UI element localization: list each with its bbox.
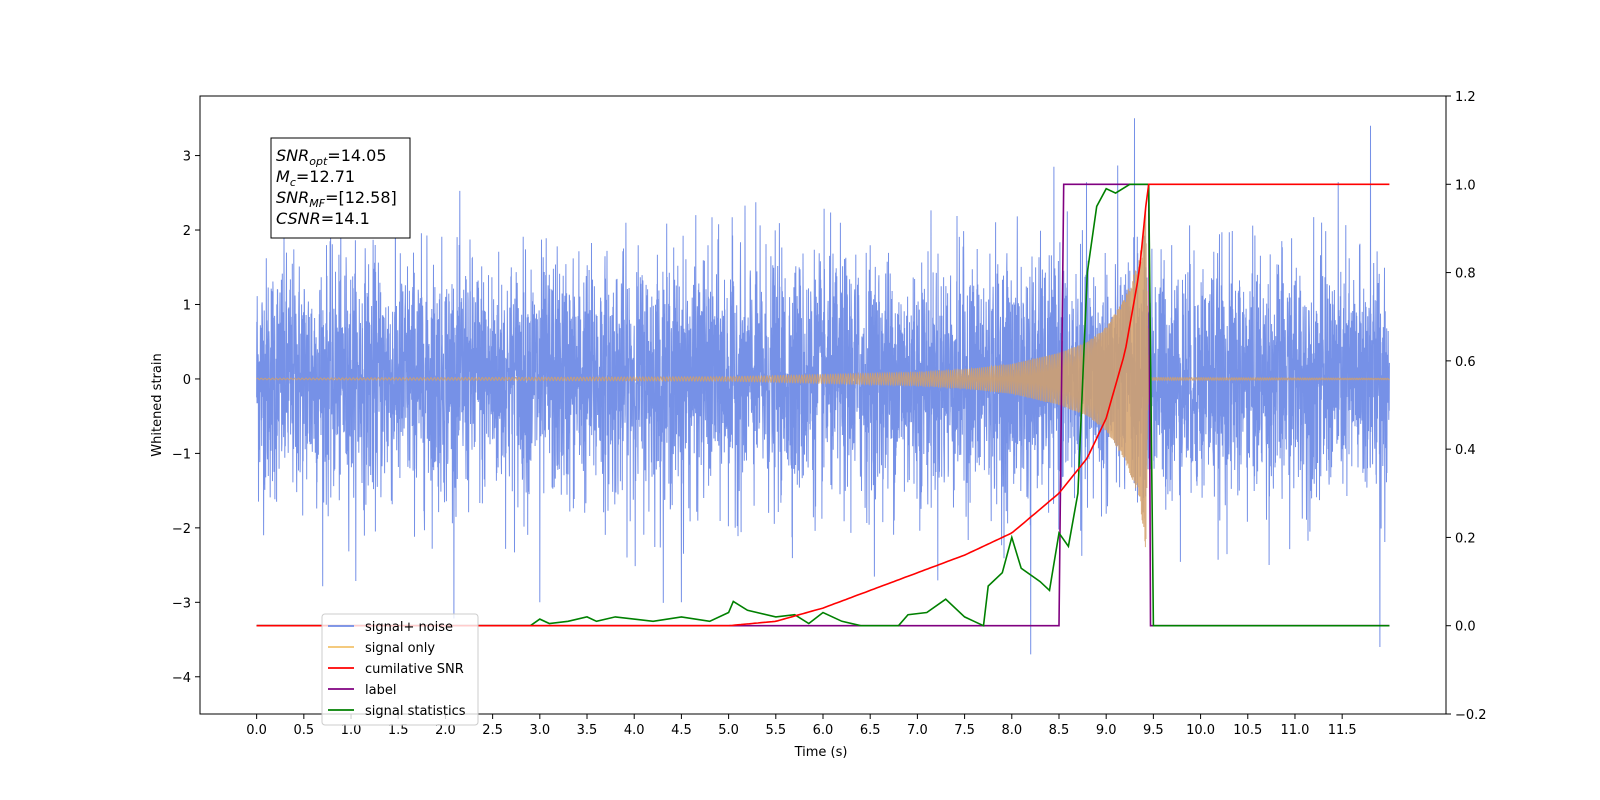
snr-annotation-box: SNRopt=14.05Mc=12.71SNRMF=[12.58]CSNR=14… [270,137,411,239]
x-tick-label: 5.5 [765,723,786,738]
x-tick-label: 2.0 [435,723,456,738]
y-tick-label: −2 [172,522,191,537]
signal-only-line [256,209,1390,548]
x-axis: 0.0 0.5 1.0 1.5 2.0 2.5 3.0 3.5 4.0 4.5 5.0 5.5 6.0 6… [246,714,1357,738]
x-tick-label: 8.5 [1049,723,1070,738]
y-tick-label: −3 [172,596,191,611]
y-axis-left: 3 2 1 0 −1 −2 −3 −4 [172,150,200,686]
x-tick-label: 1.0 [341,723,362,738]
y-tick-label: 3 [183,150,191,165]
x-tick-label: 9.5 [1143,723,1164,738]
y2-tick-label: 0.0 [1455,620,1476,635]
annotation-frame [270,137,411,239]
x-tick-label: 4.0 [624,723,645,738]
x-tick-label: 4.5 [671,723,692,738]
y-tick-label: −1 [172,447,191,462]
signal-statistics-line [256,183,1390,627]
x-tick-label: 2.5 [482,723,503,738]
x-tick-label: 11.5 [1328,723,1357,738]
y-tick-label: 1 [183,298,191,313]
y2-tick-label: 1.2 [1455,90,1476,105]
x-tick-label: 0.0 [246,723,267,738]
y2-tick-label: 0.4 [1455,443,1476,458]
x-tick-label: 11.0 [1280,723,1309,738]
legend-label: label [365,683,396,698]
x-tick-label: 10.5 [1233,723,1262,738]
legend-label: signal+ noise [365,620,453,635]
signal-noise-series [256,118,1390,655]
signal-noise-line [256,118,1390,655]
legend-label: signal only [365,641,435,656]
x-tick-label: 8.0 [1001,723,1022,738]
y2-tick-label: 0.8 [1455,267,1476,282]
y-axis-right: 1.2 1.0 0.8 0.6 0.4 0.2 0.0 −0.2 [1446,90,1487,723]
legend-label: signal statistics [365,704,466,719]
plot-area [256,118,1390,655]
y-tick-label: −4 [172,671,191,686]
annotation-line: SNRMF=[12.58] [276,188,397,210]
annotation-line: SNRopt=14.05 [276,146,387,168]
x-axis-label: Time (s) [794,745,848,760]
y-axis-label: Whitened strain [150,353,165,456]
legend-frame [321,613,479,726]
x-tick-label: 6.5 [860,723,881,738]
y-tick-label: 2 [183,224,191,239]
y2-tick-label: 0.2 [1455,531,1476,546]
legend-label: cumilative SNR [365,662,464,677]
x-tick-label: 3.5 [577,723,598,738]
x-tick-label: 9.0 [1096,723,1117,738]
legend: signal+ noise signal only cumilative SNR la… [321,613,479,726]
y2-tick-label: 1.0 [1455,178,1476,193]
y-tick-label: 0 [183,373,191,388]
x-tick-label: 0.5 [293,723,314,738]
x-tick-label: 1.5 [388,723,409,738]
y2-tick-label: −0.2 [1455,708,1487,723]
x-tick-label: 7.5 [954,723,975,738]
signal-only-series [256,209,1390,548]
annotation-line: Mc=12.71 [276,167,355,189]
annotation-line: CSNR=14.1 [276,209,370,228]
y2-tick-label: 0.6 [1455,355,1476,370]
x-tick-label: 3.0 [529,723,550,738]
x-tick-label: 5.0 [718,723,739,738]
x-tick-label: 7.0 [907,723,928,738]
x-tick-label: 6.0 [813,723,834,738]
x-tick-label: 10.0 [1186,723,1215,738]
